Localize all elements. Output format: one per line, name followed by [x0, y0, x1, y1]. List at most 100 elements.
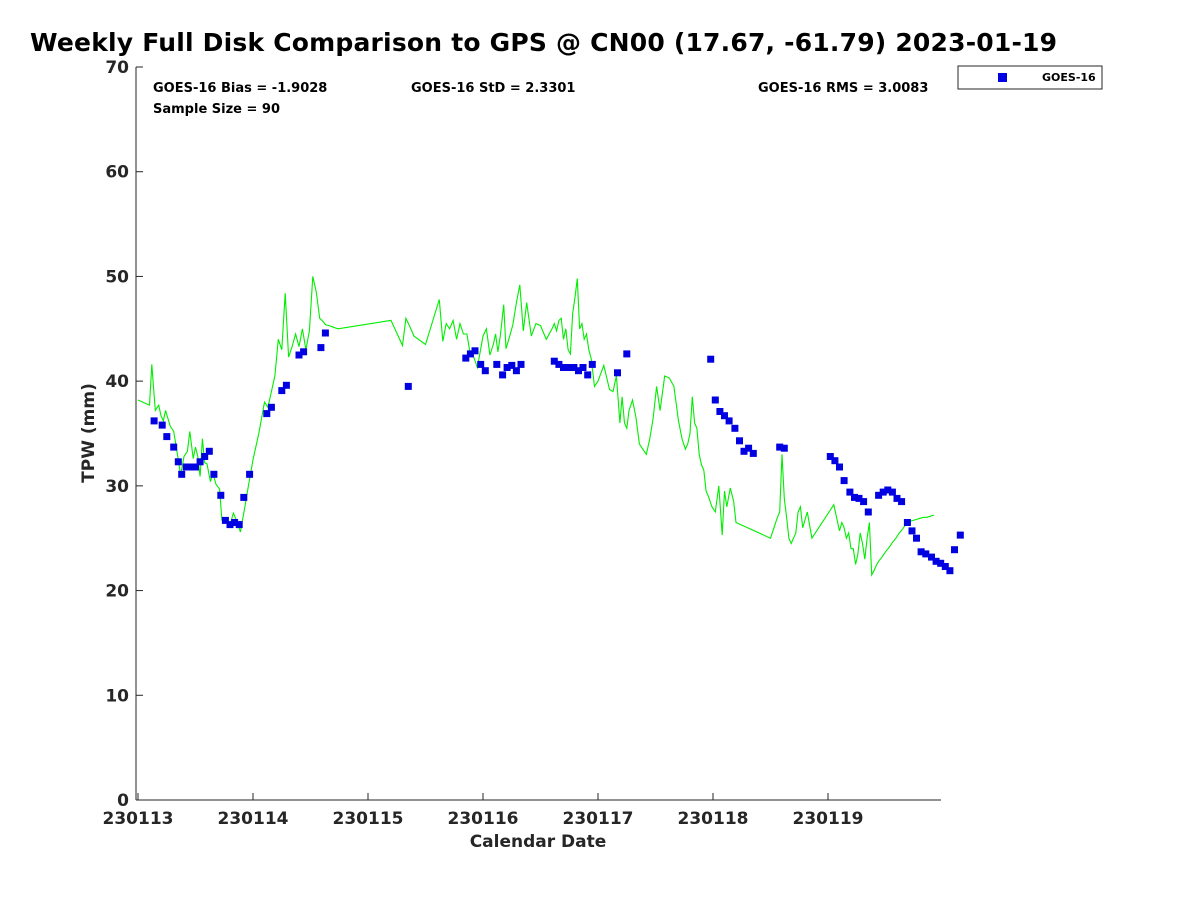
goes-16-point [178, 470, 186, 478]
goes-16-point [201, 453, 209, 460]
goes-16-point [780, 444, 788, 452]
goes-16-point [831, 457, 839, 465]
goes-16-point [707, 355, 715, 363]
goes-16-point [840, 477, 848, 485]
goes-16-point [740, 447, 748, 455]
goes-16-point [745, 444, 753, 452]
goes-16-point [278, 387, 286, 395]
goes-16-point [192, 463, 199, 471]
goes-16-point [888, 488, 896, 496]
goes-16-point [471, 347, 479, 355]
sample-size-stat: Sample Size = 90 [153, 102, 280, 117]
goes-16-point [477, 360, 485, 368]
goes-16-point [217, 491, 225, 499]
y-tick-label: 60 [105, 163, 129, 183]
goes-16-point [928, 553, 935, 561]
goes-16-point [749, 449, 757, 457]
goes-16-point [481, 367, 489, 375]
goes-16-point [170, 443, 178, 451]
goes-16-point [826, 453, 834, 460]
goes-16-point [903, 519, 911, 526]
goes-16-point [776, 443, 784, 451]
goes-16-point [462, 354, 470, 362]
goes-16-point [864, 508, 872, 516]
goes-16-point [555, 360, 563, 368]
goes-16-point [584, 371, 592, 379]
goes-16-point [267, 403, 275, 411]
goes-16-point [623, 350, 631, 358]
y-tick-label: 20 [105, 582, 129, 602]
goes-16-point [946, 567, 954, 575]
goes-16-point [150, 417, 158, 425]
goes-16-point [922, 550, 930, 558]
goes-16-point [716, 408, 724, 415]
y-axis-label: TPW (mm) [79, 383, 99, 483]
gps-series-line [137, 276, 934, 577]
y-tick-label: 30 [105, 477, 129, 497]
goes-16-point [575, 367, 582, 375]
goes-16-point [736, 437, 743, 445]
bias-stat: GOES-16 Bias = -1.9028 [153, 81, 327, 96]
goes-16-point [174, 458, 182, 466]
goes-16-point [570, 364, 578, 371]
goes-16-point [493, 360, 501, 368]
goes-16-point [951, 546, 958, 554]
goes-16-point [240, 493, 248, 501]
goes-16-point [182, 463, 190, 471]
goes-16-point [503, 364, 511, 371]
goes-16-point [913, 534, 920, 542]
x-axis-label: Calendar Date [470, 832, 607, 852]
goes-16-point [187, 463, 195, 471]
goes-16-point [893, 494, 901, 502]
rms-stat: GOES-16 RMS = 3.0083 [758, 81, 928, 96]
goes-16-point [226, 521, 234, 529]
x-tick-label: 230113 [103, 809, 174, 829]
goes-16-point [300, 348, 308, 356]
axes [135, 67, 941, 801]
goes-16-point [917, 548, 925, 556]
goes-16-point [879, 488, 887, 496]
legend-box [957, 65, 1103, 90]
goes-16-point [875, 491, 883, 499]
goes-16-point [721, 412, 728, 420]
y-ticks: 0 10 20 30 40 50 60 70 [105, 58, 143, 811]
goes-16-point [846, 488, 854, 496]
goes-16-point [263, 410, 271, 418]
goes-16-point [908, 527, 916, 535]
goes-16-point [851, 493, 858, 501]
legend-marker-goes-16 [998, 73, 1007, 82]
goes-16-point [711, 396, 719, 404]
goes-16-point [898, 498, 906, 506]
x-tick-label: 230115 [333, 809, 404, 829]
x-tick-label: 230119 [793, 809, 864, 829]
goes-16-point [614, 369, 621, 377]
goes-16-point [836, 463, 843, 471]
goes-16-point [205, 447, 213, 455]
goes-16-point [196, 458, 204, 466]
chart-title: Weekly Full Disk Comparison to GPS @ CN0… [30, 28, 1058, 57]
std-stat: GOES-16 StD = 2.3301 [411, 81, 575, 96]
goes-16-point [731, 424, 739, 432]
goes-16-point [231, 519, 239, 526]
goes-16-point [579, 364, 587, 371]
y-tick-label: 50 [105, 267, 129, 287]
goes-16-point [158, 421, 166, 429]
goes-16-point [560, 364, 567, 371]
y-tick-label: 10 [105, 686, 129, 706]
y-tick-label: 40 [105, 372, 129, 392]
y-tick-label: 70 [105, 58, 129, 78]
goes-16-point [282, 381, 290, 389]
y-tick-label: 0 [117, 791, 129, 811]
x-ticks: 230113 230114 230115 230116 230117 230118 2301… [103, 793, 864, 829]
goes-16-point [956, 531, 964, 539]
goes-16-point [499, 371, 507, 379]
goes-16-point [550, 357, 558, 365]
goes-16-point [512, 367, 520, 375]
goes-16-point [163, 433, 171, 441]
goes-16-point [221, 516, 229, 524]
goes-16-point [855, 494, 863, 502]
goes-16-point [588, 360, 596, 368]
goes-16-point [565, 364, 573, 371]
goes-16-point [321, 329, 329, 337]
